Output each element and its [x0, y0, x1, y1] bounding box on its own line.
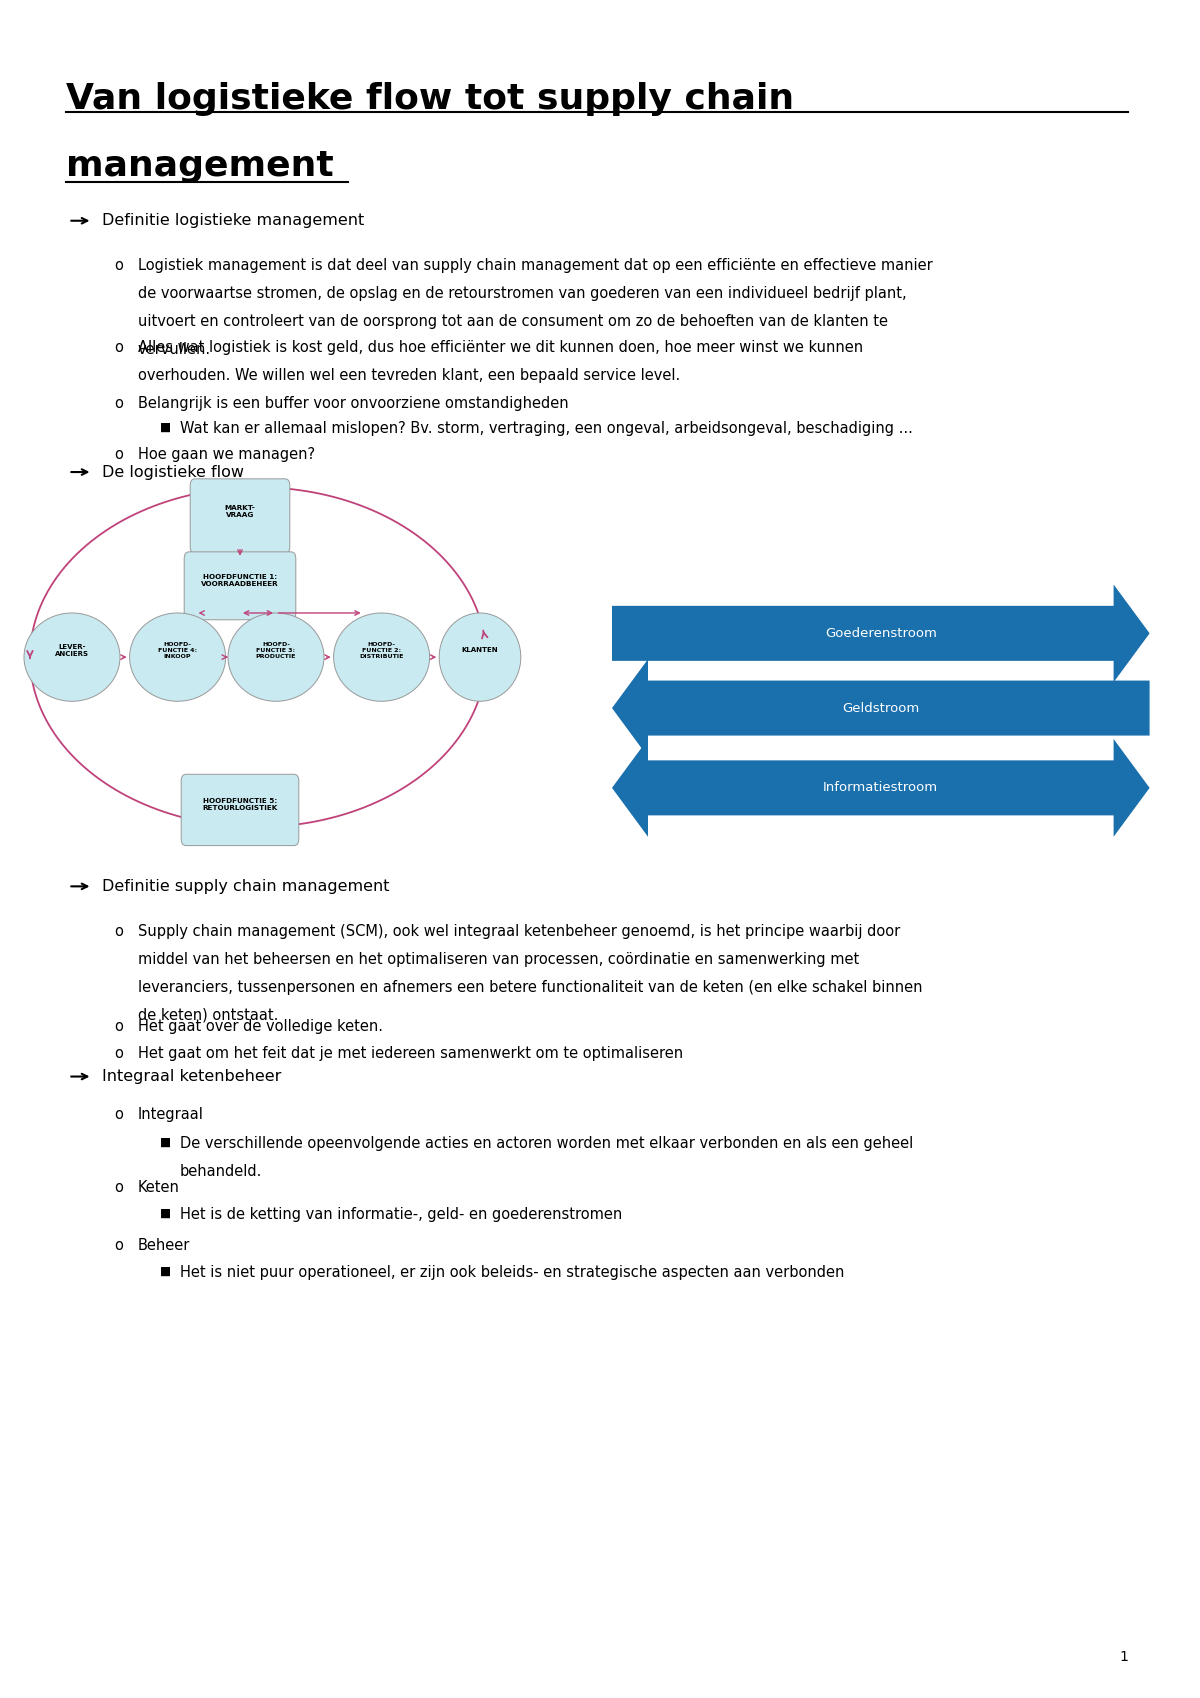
- Text: Definitie logistieke management: Definitie logistieke management: [102, 214, 365, 228]
- Text: Beheer: Beheer: [138, 1238, 191, 1253]
- Text: de voorwaartse stromen, de opslag en de retourstromen van goederen van een indiv: de voorwaartse stromen, de opslag en de …: [138, 287, 907, 301]
- Text: Het gaat om het feit dat je met iedereen samenwerkt om te optimaliseren: Het gaat om het feit dat je met iedereen…: [138, 1046, 683, 1061]
- Ellipse shape: [130, 613, 226, 701]
- Text: o: o: [114, 1107, 122, 1122]
- Text: HOOFD-
FUNCTIE 2:
DISTRIBUTIE: HOOFD- FUNCTIE 2: DISTRIBUTIE: [360, 642, 403, 659]
- Text: MARKT-
VRAAG: MARKT- VRAAG: [224, 504, 256, 518]
- Text: 1: 1: [1120, 1650, 1128, 1664]
- Ellipse shape: [228, 613, 324, 701]
- Ellipse shape: [439, 613, 521, 701]
- Text: Supply chain management (SCM), ook wel integraal ketenbeheer genoemd, is het pri: Supply chain management (SCM), ook wel i…: [138, 924, 900, 939]
- Text: ■: ■: [160, 421, 170, 435]
- Polygon shape: [612, 584, 1150, 683]
- Ellipse shape: [334, 613, 430, 701]
- Text: Keten: Keten: [138, 1180, 180, 1195]
- Text: behandeld.: behandeld.: [180, 1165, 263, 1178]
- Text: HOOFDFUNCTIE 5:
RETOURLOGISTIEK: HOOFDFUNCTIE 5: RETOURLOGISTIEK: [203, 798, 277, 812]
- Ellipse shape: [24, 613, 120, 701]
- Text: De verschillende opeenvolgende acties en actoren worden met elkaar verbonden en : De verschillende opeenvolgende acties en…: [180, 1136, 913, 1151]
- Text: Belangrijk is een buffer voor onvoorziene omstandigheden: Belangrijk is een buffer voor onvoorzien…: [138, 396, 569, 411]
- Text: HOOFD-
FUNCTIE 3:
PRODUCTIE: HOOFD- FUNCTIE 3: PRODUCTIE: [256, 642, 296, 659]
- Text: Alles wat logistiek is kost geld, dus hoe efficiënter we dit kunnen doen, hoe me: Alles wat logistiek is kost geld, dus ho…: [138, 340, 863, 355]
- Polygon shape: [612, 739, 1150, 837]
- Text: vervullen.: vervullen.: [138, 343, 211, 357]
- Text: HOOFD-
FUNCTIE 4:
INKOOP: HOOFD- FUNCTIE 4: INKOOP: [158, 642, 197, 659]
- Text: Informatiestroom: Informatiestroom: [823, 781, 938, 795]
- Text: leveranciers, tussenpersonen en afnemers een betere functionaliteit van de keten: leveranciers, tussenpersonen en afnemers…: [138, 980, 923, 995]
- Text: De logistieke flow: De logistieke flow: [102, 465, 244, 479]
- Text: o: o: [114, 1238, 122, 1253]
- Text: ■: ■: [160, 1265, 170, 1279]
- Text: Definitie supply chain management: Definitie supply chain management: [102, 880, 390, 893]
- Text: o: o: [114, 396, 122, 411]
- Polygon shape: [612, 659, 1150, 757]
- Text: LEVER-
ANCIERS: LEVER- ANCIERS: [55, 644, 89, 657]
- Text: middel van het beheersen en het optimaliseren van processen, coördinatie en same: middel van het beheersen en het optimali…: [138, 951, 859, 966]
- Text: Van logistieke flow tot supply chain: Van logistieke flow tot supply chain: [66, 82, 794, 115]
- Text: ■: ■: [160, 1207, 170, 1221]
- Text: o: o: [114, 924, 122, 939]
- Text: Integraal: Integraal: [138, 1107, 204, 1122]
- Text: o: o: [114, 1046, 122, 1061]
- Text: Het is niet puur operationeel, er zijn ook beleids- en strategische aspecten aan: Het is niet puur operationeel, er zijn o…: [180, 1265, 845, 1280]
- Text: o: o: [114, 1180, 122, 1195]
- FancyBboxPatch shape: [190, 479, 290, 554]
- Text: uitvoert en controleert van de oorsprong tot aan de consument om zo de behoeften: uitvoert en controleert van de oorsprong…: [138, 314, 888, 329]
- Text: Het gaat over de volledige keten.: Het gaat over de volledige keten.: [138, 1019, 383, 1034]
- Text: Geldstroom: Geldstroom: [842, 701, 919, 715]
- Text: Hoe gaan we managen?: Hoe gaan we managen?: [138, 447, 316, 462]
- Text: o: o: [114, 447, 122, 462]
- Text: o: o: [114, 1019, 122, 1034]
- Text: de keten) ontstaat.: de keten) ontstaat.: [138, 1007, 278, 1022]
- Text: HOOFDFUNCTIE 1:
VOORRAADBEHEER: HOOFDFUNCTIE 1: VOORRAADBEHEER: [202, 574, 278, 588]
- Text: Het is de ketting van informatie-, geld- en goederenstromen: Het is de ketting van informatie-, geld-…: [180, 1207, 623, 1223]
- Text: Wat kan er allemaal mislopen? Bv. storm, vertraging, een ongeval, arbeidsongeval: Wat kan er allemaal mislopen? Bv. storm,…: [180, 421, 913, 436]
- Text: o: o: [114, 340, 122, 355]
- Text: Logistiek management is dat deel van supply chain management dat op een efficiën: Logistiek management is dat deel van sup…: [138, 258, 932, 273]
- FancyBboxPatch shape: [181, 774, 299, 846]
- Text: Goederenstroom: Goederenstroom: [824, 627, 937, 640]
- Text: management: management: [66, 149, 334, 183]
- FancyBboxPatch shape: [185, 552, 296, 620]
- Text: overhouden. We willen wel een tevreden klant, een bepaald service level.: overhouden. We willen wel een tevreden k…: [138, 368, 680, 382]
- Text: KLANTEN: KLANTEN: [462, 647, 498, 654]
- Text: o: o: [114, 258, 122, 273]
- Text: Integraal ketenbeheer: Integraal ketenbeheer: [102, 1070, 281, 1083]
- Text: ■: ■: [160, 1136, 170, 1150]
